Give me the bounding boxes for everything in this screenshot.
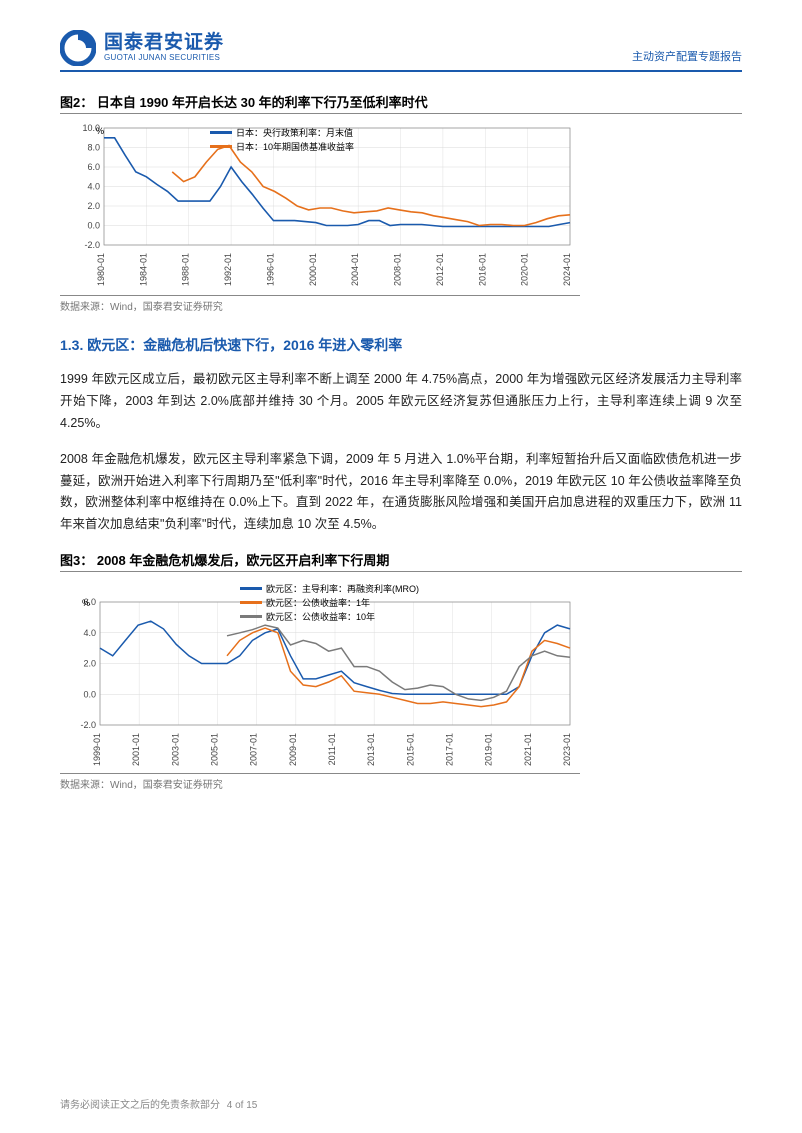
figure-3-legend: 欧元区：主导利率：再融资利率(MRO)欧元区：公债收益率：1年欧元区：公债收益率… — [240, 582, 419, 623]
svg-text:2001-01: 2001-01 — [131, 733, 141, 766]
svg-text:1988-01: 1988-01 — [181, 253, 191, 286]
figure-2-legend: 日本：央行政策利率：月末值日本：10年期国债基准收益率 — [210, 126, 354, 153]
company-logo-icon — [60, 30, 96, 66]
svg-text:6.0: 6.0 — [87, 162, 100, 172]
svg-text:1999-01: 1999-01 — [92, 733, 102, 766]
svg-text:0.0: 0.0 — [83, 689, 96, 699]
svg-text:2021-01: 2021-01 — [523, 733, 533, 766]
svg-text:2015-01: 2015-01 — [405, 733, 415, 766]
legend-item: 日本：央行政策利率：月末值 — [210, 126, 354, 139]
svg-text:2008-01: 2008-01 — [393, 253, 403, 286]
svg-text:0.0: 0.0 — [87, 221, 100, 231]
legend-label: 欧元区：主导利率：再融资利率(MRO) — [266, 582, 419, 595]
y-axis-unit: % — [96, 126, 104, 136]
logo-text-en: GUOTAI JUNAN SECURITIES — [104, 54, 224, 63]
legend-color-swatch — [210, 131, 232, 134]
legend-color-swatch — [240, 615, 262, 618]
svg-text:4.0: 4.0 — [87, 182, 100, 192]
legend-label: 日本：10年期国债基准收益率 — [236, 140, 354, 153]
legend-color-swatch — [210, 145, 232, 148]
figure-2-block: 图2： 日本自 1990 年开启长达 30 年的利率下行乃至低利率时代 -2.0… — [60, 92, 742, 313]
legend-label: 欧元区：公债收益率：10年 — [266, 610, 375, 623]
figure-3-title: 图3： 2008 年金融危机爆发后，欧元区开启利率下行周期 — [60, 550, 742, 572]
logo-block: 国泰君安证券 GUOTAI JUNAN SECURITIES — [60, 30, 224, 66]
svg-text:2003-01: 2003-01 — [170, 733, 180, 766]
footer-disclaimer: 请务必阅读正文之后的免责条款部分 — [60, 1100, 220, 1111]
svg-text:2016-01: 2016-01 — [477, 253, 487, 286]
legend-item: 欧元区：主导利率：再融资利率(MRO) — [240, 582, 419, 595]
svg-text:2.0: 2.0 — [83, 659, 96, 669]
legend-item: 日本：10年期国债基准收益率 — [210, 140, 354, 153]
svg-text:2019-01: 2019-01 — [484, 733, 494, 766]
legend-color-swatch — [240, 601, 262, 604]
svg-text:8.0: 8.0 — [87, 143, 100, 153]
legend-label: 欧元区：公债收益率：1年 — [266, 596, 370, 609]
svg-text:2005-01: 2005-01 — [210, 733, 220, 766]
page-footer: 请务必阅读正文之后的免责条款部分 4 of 15 — [60, 1096, 257, 1111]
svg-text:1984-01: 1984-01 — [138, 253, 148, 286]
figure-2-source: 数据来源：Wind，国泰君安证券研究 — [60, 295, 580, 313]
svg-text:2004-01: 2004-01 — [350, 253, 360, 286]
figure-2-title: 图2： 日本自 1990 年开启长达 30 年的利率下行乃至低利率时代 — [60, 92, 742, 114]
legend-label: 日本：央行政策利率：月末值 — [236, 126, 353, 139]
svg-text:2020-01: 2020-01 — [520, 253, 530, 286]
legend-color-swatch — [240, 587, 262, 590]
section-1-3-para-2: 2008 年金融危机爆发，欧元区主导利率紧急下调，2009 年 5 月进入 1.… — [60, 449, 742, 537]
svg-text:2012-01: 2012-01 — [435, 253, 445, 286]
figure-3-block: 图3： 2008 年金融危机爆发后，欧元区开启利率下行周期 -2.0 0.0 2.0… — [60, 550, 742, 791]
svg-text:1992-01: 1992-01 — [223, 253, 233, 286]
page-header: 国泰君安证券 GUOTAI JUNAN SECURITIES 主动资产配置专题报… — [60, 30, 742, 72]
svg-text:2013-01: 2013-01 — [366, 733, 376, 766]
svg-text:1996-01: 1996-01 — [265, 253, 275, 286]
figure-3-source: 数据来源：Wind，国泰君安证券研究 — [60, 773, 580, 791]
section-1-3-para-1: 1999 年欧元区成立后，最初欧元区主导利率不断上调至 2000 年 4.75%… — [60, 369, 742, 435]
svg-text:1980-01: 1980-01 — [96, 253, 106, 286]
svg-text:2007-01: 2007-01 — [249, 733, 259, 766]
svg-text:2009-01: 2009-01 — [288, 733, 298, 766]
report-type-label: 主动资产配置专题报告 — [632, 48, 742, 66]
figure-3-chart: -2.00.02.04.06.01999-012001-012003-01200… — [60, 578, 742, 773]
svg-text:-2.0: -2.0 — [84, 240, 100, 250]
svg-text:2.0: 2.0 — [87, 201, 100, 211]
svg-text:2024-01: 2024-01 — [562, 253, 572, 286]
svg-text:2011-01: 2011-01 — [327, 733, 337, 765]
svg-text:4.0: 4.0 — [83, 628, 96, 638]
figure-2-chart: -2.00.02.04.06.08.010.01980-011984-01198… — [60, 120, 742, 295]
logo-text-cn: 国泰君安证券 — [104, 33, 224, 54]
svg-text:2000-01: 2000-01 — [308, 253, 318, 286]
footer-page-number: 4 of 15 — [227, 1100, 258, 1111]
legend-item: 欧元区：公债收益率：1年 — [240, 596, 419, 609]
svg-text:2017-01: 2017-01 — [445, 733, 455, 766]
svg-text:-2.0: -2.0 — [80, 720, 96, 730]
legend-item: 欧元区：公债收益率：10年 — [240, 610, 419, 623]
section-1-3-heading: 1.3. 欧元区：金融危机后快速下行，2016 年进入零利率 — [60, 335, 742, 355]
svg-text:2023-01: 2023-01 — [562, 733, 572, 766]
y-axis-unit: % — [82, 598, 90, 608]
